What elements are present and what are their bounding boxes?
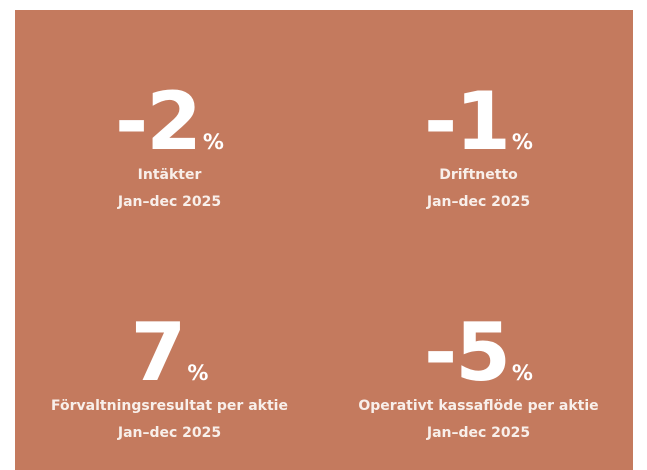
kpi: -1% Driftnetto Jan–dec 2025	[324, 82, 633, 216]
kpi-value-line: -2%	[15, 82, 324, 162]
kpi-period: Jan–dec 2025	[117, 425, 222, 441]
kpi-value: -5	[424, 306, 511, 399]
kpi-unit: %	[511, 361, 533, 385]
kpi-value: -2	[115, 75, 202, 168]
kpi: -2% Intäkter Jan–dec 2025	[15, 82, 324, 216]
kpi-period: Jan–dec 2025	[426, 425, 531, 441]
kpi-value-line: -5%	[324, 313, 633, 393]
kpi-period: Jan–dec 2025	[426, 194, 531, 210]
kpi: 7% Förvaltningsresultat per aktie Jan–de…	[15, 313, 324, 447]
kpi-value: -1	[424, 75, 511, 168]
kpi-unit: %	[202, 130, 224, 154]
kpi-period: Jan–dec 2025	[117, 194, 222, 210]
kpi-label: Driftnetto	[439, 167, 518, 183]
kpi: -5% Operativt kassaflöde per aktie Jan–d…	[324, 313, 633, 447]
kpi-unit: %	[511, 130, 533, 154]
kpi-label: Intäkter	[137, 167, 202, 183]
kpi-value: 7	[130, 306, 187, 399]
kpi-label: Förvaltningsresultat per aktie	[51, 398, 288, 414]
kpi-unit: %	[187, 361, 209, 385]
kpi-label: Operativt kassaflöde per aktie	[358, 398, 599, 414]
kpi-value-line: -1%	[324, 82, 633, 162]
kpi-value-line: 7%	[15, 313, 324, 393]
kpi-panel: -2% Intäkter Jan–dec 2025 -1% Driftnetto…	[15, 10, 633, 470]
